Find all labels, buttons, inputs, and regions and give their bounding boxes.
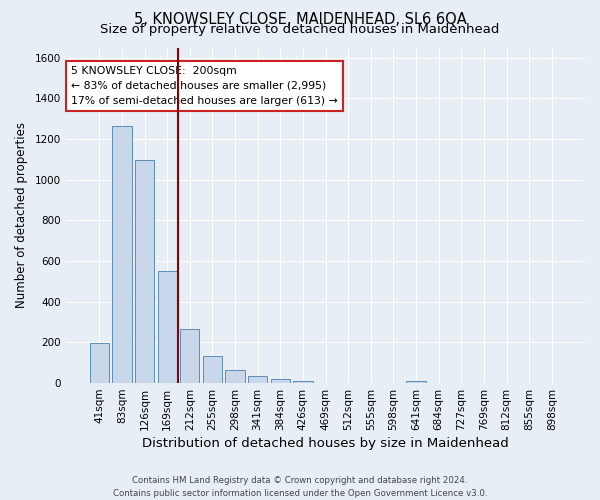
Bar bbox=[248, 376, 267, 383]
Bar bbox=[226, 370, 245, 383]
Bar bbox=[203, 356, 222, 383]
Bar bbox=[135, 160, 154, 383]
Bar bbox=[112, 126, 131, 383]
Text: 5, KNOWSLEY CLOSE, MAIDENHEAD, SL6 6QA: 5, KNOWSLEY CLOSE, MAIDENHEAD, SL6 6QA bbox=[134, 12, 466, 28]
Bar bbox=[180, 329, 199, 383]
Text: Contains HM Land Registry data © Crown copyright and database right 2024.
Contai: Contains HM Land Registry data © Crown c… bbox=[113, 476, 487, 498]
Y-axis label: Number of detached properties: Number of detached properties bbox=[15, 122, 28, 308]
Bar bbox=[271, 380, 290, 383]
Text: 5 KNOWSLEY CLOSE:  200sqm
← 83% of detached houses are smaller (2,995)
17% of se: 5 KNOWSLEY CLOSE: 200sqm ← 83% of detach… bbox=[71, 66, 338, 106]
Bar bbox=[158, 270, 177, 383]
Bar bbox=[293, 381, 313, 383]
Text: Size of property relative to detached houses in Maidenhead: Size of property relative to detached ho… bbox=[100, 22, 500, 36]
X-axis label: Distribution of detached houses by size in Maidenhead: Distribution of detached houses by size … bbox=[142, 437, 509, 450]
Bar bbox=[406, 381, 425, 383]
Bar bbox=[89, 343, 109, 383]
